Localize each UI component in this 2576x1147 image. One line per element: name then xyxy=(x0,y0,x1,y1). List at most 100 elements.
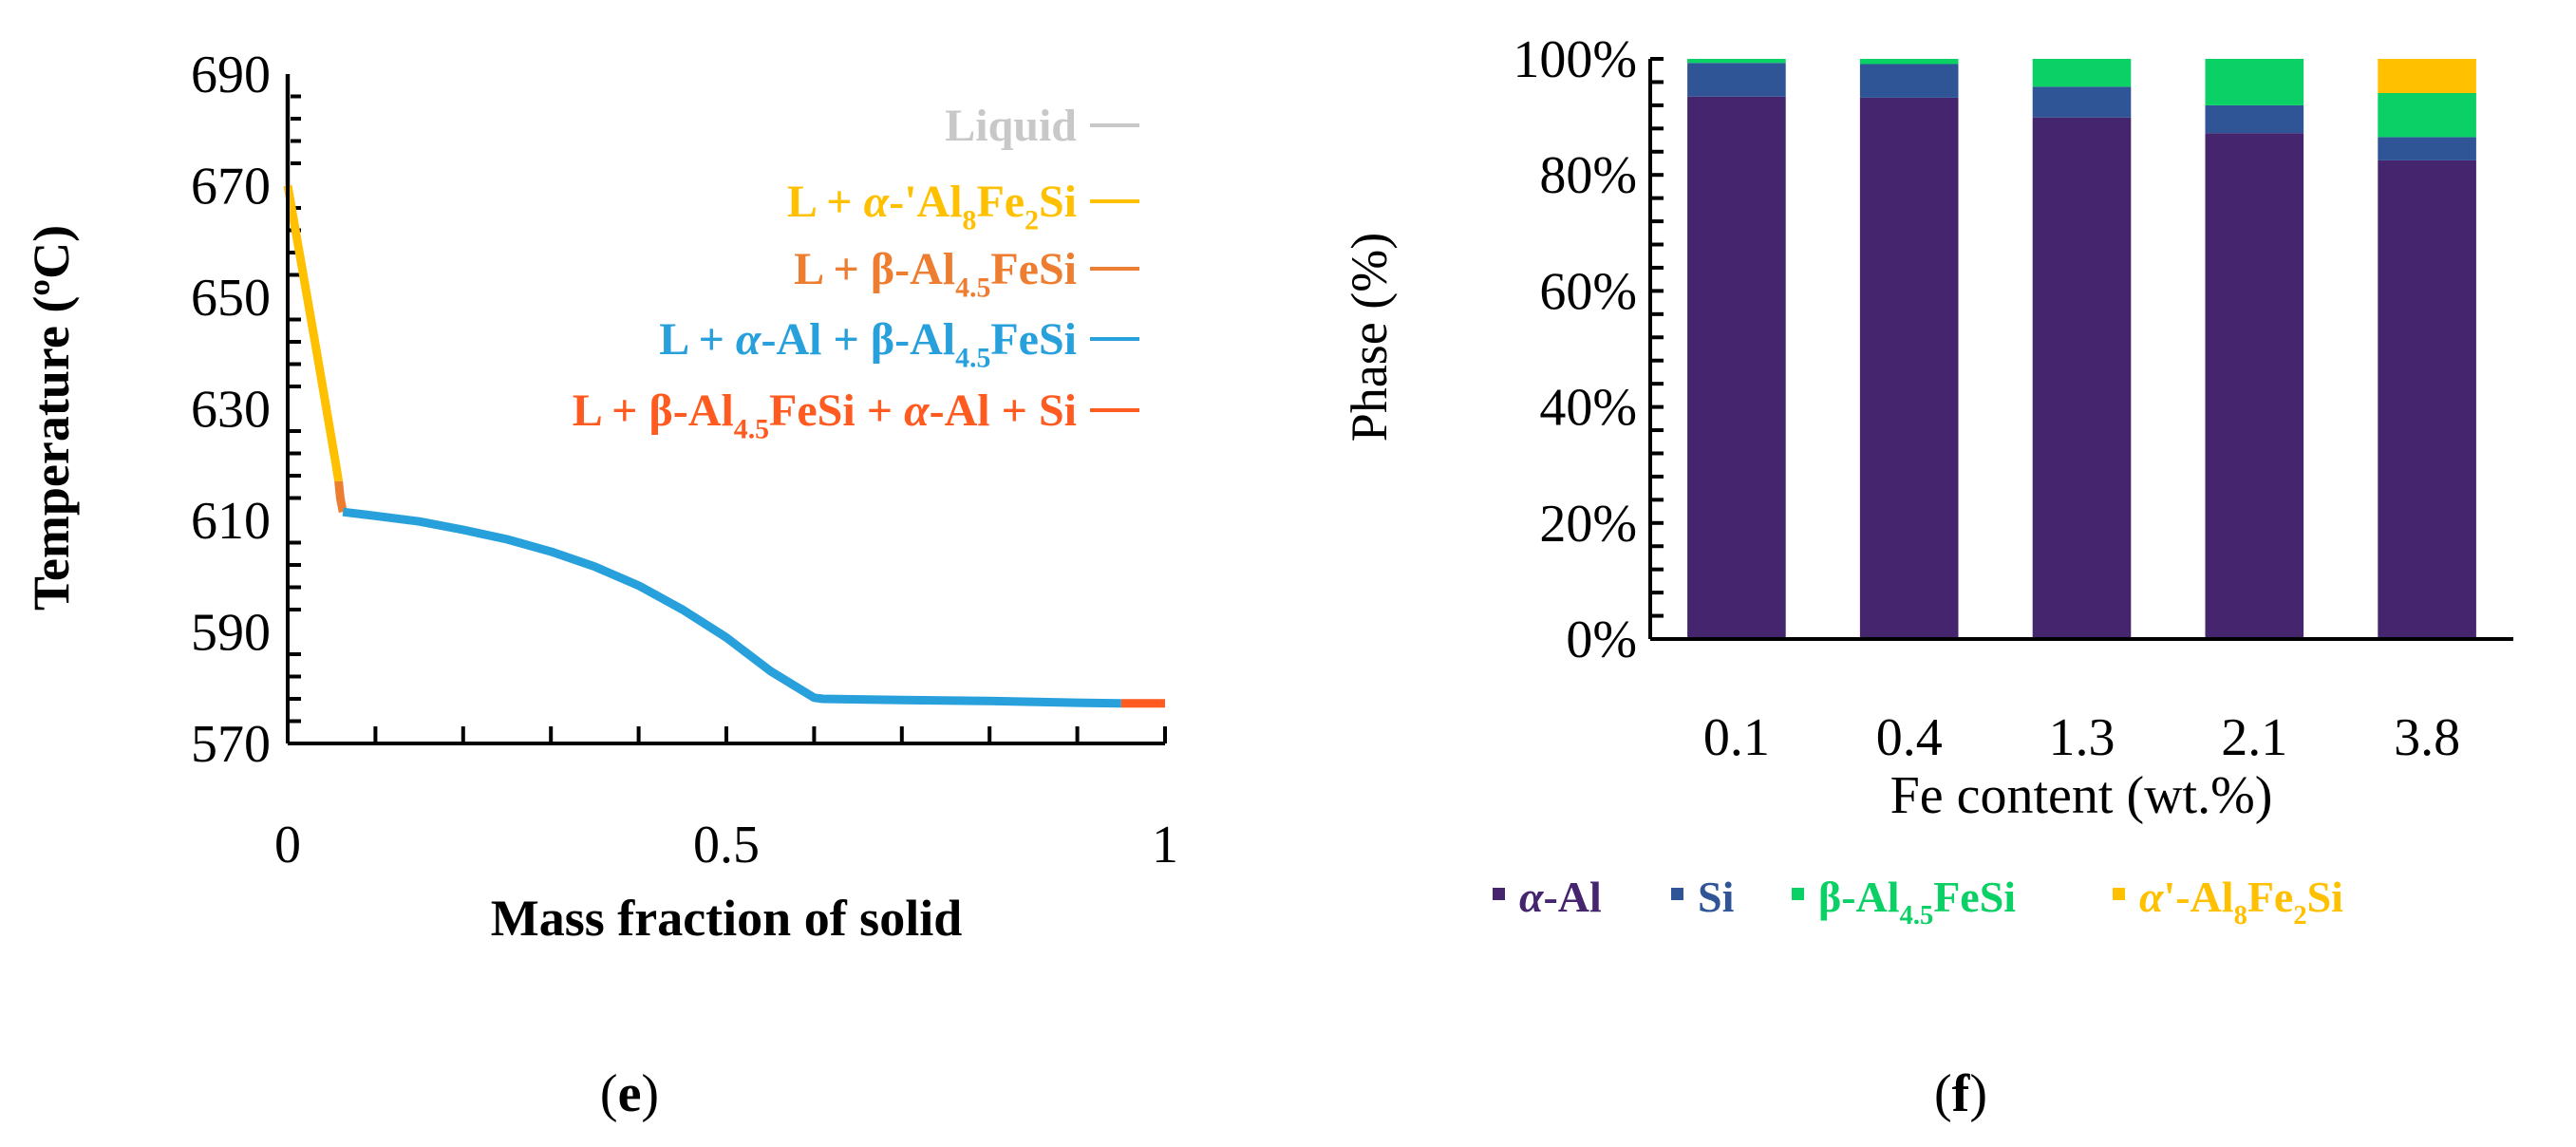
f-legend-swatch xyxy=(1671,888,1683,900)
f-bar-segment xyxy=(1687,63,1786,97)
label-text-run: -Al + β-Al xyxy=(761,314,955,365)
f-bar-segment xyxy=(2032,59,2132,87)
f-bar-segment xyxy=(2378,160,2476,639)
e-y-tick-label: 690 xyxy=(191,46,271,104)
f-panel-label: (f) xyxy=(1934,1064,1987,1123)
f-legend-label: Si xyxy=(1698,873,1735,921)
f-panel-letter: f xyxy=(1952,1064,1971,1123)
label-text-run: β-Al xyxy=(1818,873,1900,921)
e-legend-label: L + β-Al4.5FeSi xyxy=(794,244,1077,303)
label-text-run: Liquid xyxy=(945,101,1077,151)
label-text-run: α xyxy=(1519,873,1545,921)
label-text-run: 8 xyxy=(2234,901,2247,931)
e-x-tick-labels: 0 0.5 1 xyxy=(274,816,1178,874)
label-text-run: 4.5 xyxy=(955,272,990,303)
f-y-tick-label: 0% xyxy=(1566,611,1637,669)
label-text-run: 4.5 xyxy=(734,413,769,444)
e-series-line xyxy=(342,507,1121,708)
f-x-tick-labels: 0.1 0.4 1.3 2.1 3.8 xyxy=(1703,708,2460,767)
phase-stacked-bar-chart: 0% 20% 40% 60% 80% 100% 0.1 0.4 1.3 2.1 3.8 Phase… xyxy=(1341,30,2513,1123)
label-text-run: L + β-Al xyxy=(794,244,955,294)
label-text-run: -'Al xyxy=(889,177,962,227)
f-y-tick-labels: 0% 20% 40% 60% 80% 100% xyxy=(1513,30,1637,669)
label-text-run: L + xyxy=(659,314,736,365)
f-legend-label: α'-Al8Fe2Si xyxy=(2139,873,2343,931)
e-x-tick-label: 0.5 xyxy=(693,816,760,874)
f-x-axis-title: Fe content (wt.%) xyxy=(1890,766,2273,825)
label-text-run: Si xyxy=(1698,873,1735,921)
label-text-run: α xyxy=(904,385,931,436)
f-bar-segment xyxy=(2378,137,2476,160)
e-y-tick-labels: 570 590 610 630 650 670 690 xyxy=(191,46,271,774)
f-legend-swatch xyxy=(2113,888,2125,900)
e-series-line xyxy=(334,480,348,514)
e-y-tick-label: 610 xyxy=(191,492,271,551)
f-y-axis-title: Phase (%) xyxy=(1341,233,1398,442)
e-y-tick-label: 570 xyxy=(191,715,271,774)
label-text-run: L + β-Al xyxy=(573,385,734,436)
e-legend-label: L + α-Al + β-Al4.5FeSi xyxy=(659,314,1077,373)
f-bar-segment xyxy=(2032,86,2132,118)
label-text-run: Si xyxy=(1039,177,1077,227)
label-text-run: 8 xyxy=(963,204,977,235)
f-x-tick-label: 3.8 xyxy=(2394,708,2460,767)
f-bars xyxy=(1687,59,2476,639)
label-text-run: 2 xyxy=(1025,204,1039,235)
f-x-tick-label: 0.1 xyxy=(1703,708,1770,767)
e-legend-label: L + β-Al4.5FeSi + α-Al + Si xyxy=(573,385,1077,444)
label-text-run: 2 xyxy=(2293,901,2306,931)
e-y-tick-label: 670 xyxy=(191,158,271,216)
f-bar-segment xyxy=(2378,59,2476,93)
e-y-axis-title: Temperature (ºC) xyxy=(23,225,80,611)
e-y-tick-label: 650 xyxy=(191,269,271,328)
f-bar-segment xyxy=(2205,133,2304,639)
e-y-tick-label: 630 xyxy=(191,381,271,440)
e-panel-letter: e xyxy=(618,1064,642,1123)
f-y-tick-label: 100% xyxy=(1513,30,1637,89)
label-text-run: '-Al xyxy=(2163,873,2233,921)
f-legend: α-Al Si β-Al4.5FeSi α'-Al8Fe2Si xyxy=(1493,873,2343,931)
label-text-run: FeSi + xyxy=(769,385,904,436)
f-x-tick-label: 1.3 xyxy=(2049,708,2115,767)
e-legend-label: Liquid xyxy=(945,101,1077,151)
label-text-run: Fe xyxy=(2247,873,2294,921)
label-text-run: α xyxy=(864,177,891,227)
label-text-run: L + xyxy=(787,177,864,227)
f-bar-segment xyxy=(2032,117,2132,639)
e-legend-label: L + α-'Al8Fe2Si xyxy=(787,177,1077,235)
label-text-run: Fe xyxy=(976,177,1025,227)
label-text-run: FeSi xyxy=(990,314,1077,365)
f-legend-swatch xyxy=(1493,888,1505,900)
f-legend-swatch xyxy=(1792,888,1804,900)
label-text-run: FeSi xyxy=(990,244,1077,294)
f-bar-segment xyxy=(1859,59,1959,65)
f-bar-segment xyxy=(1687,59,1786,64)
f-bar-segment xyxy=(1687,96,1786,639)
e-series-lines xyxy=(283,74,1165,708)
e-x-axis-title: Mass fraction of solid xyxy=(491,890,962,947)
label-text-run: α xyxy=(2139,873,2165,921)
label-text-run: 4.5 xyxy=(1900,901,1934,931)
f-legend-label: α-Al xyxy=(1519,873,1602,921)
f-x-tick-label: 0.4 xyxy=(1876,708,1943,767)
f-bar-segment xyxy=(1859,64,1959,98)
f-axis-ticks xyxy=(1650,57,1664,641)
f-bar-segment xyxy=(2378,93,2476,138)
e-series-line xyxy=(283,184,344,482)
f-bar-segment xyxy=(2205,104,2304,134)
f-x-tick-label: 2.1 xyxy=(2221,708,2287,767)
label-text-run: α xyxy=(736,314,762,365)
label-text-run: Si xyxy=(2307,873,2344,921)
label-text-run: 4.5 xyxy=(955,342,990,373)
label-text-run: FeSi xyxy=(1933,873,2016,921)
e-y-tick-label: 590 xyxy=(191,604,271,663)
f-y-tick-label: 60% xyxy=(1539,262,1637,321)
e-panel-label: (e) xyxy=(600,1064,659,1123)
f-bar-segment xyxy=(1859,97,1959,639)
f-y-tick-label: 40% xyxy=(1539,379,1637,438)
f-y-tick-label: 80% xyxy=(1539,146,1637,205)
label-text-run: -Al + Si xyxy=(930,385,1077,436)
